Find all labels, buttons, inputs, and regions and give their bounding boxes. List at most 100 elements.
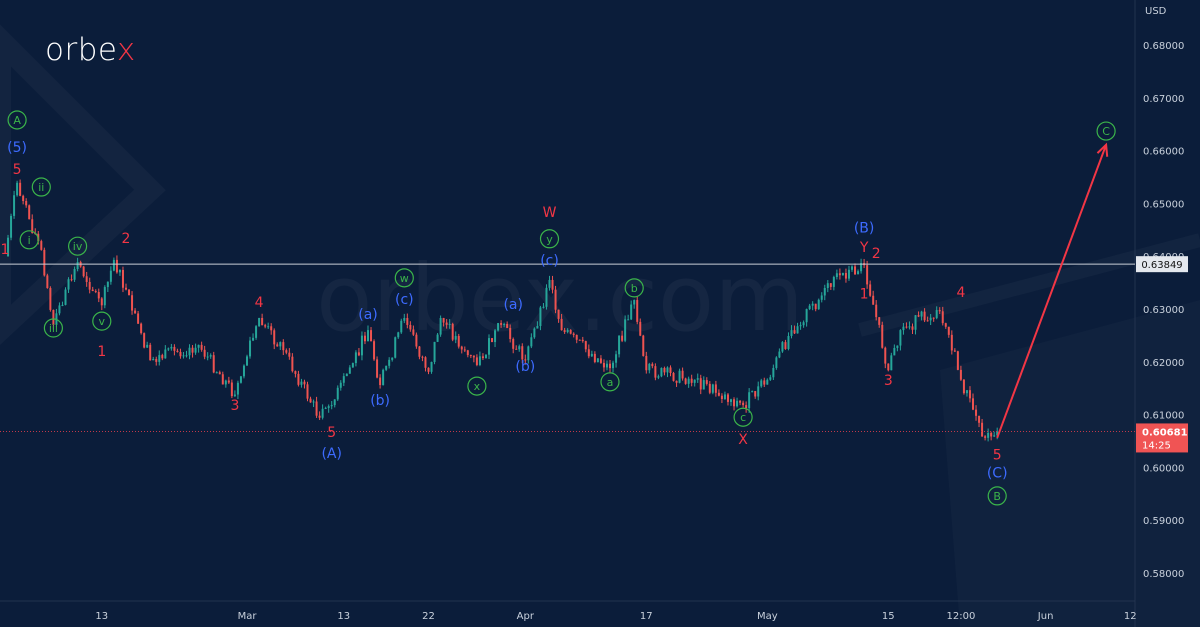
candle-body (388, 359, 391, 366)
candle-body (717, 392, 720, 396)
candle-body (950, 334, 953, 351)
candle-body (103, 287, 106, 306)
candle-body (134, 310, 137, 314)
wave-label: 1 (97, 344, 106, 360)
candle-body (31, 219, 34, 234)
currency-label: USD (1145, 6, 1167, 17)
candle-body (143, 333, 146, 348)
candle-body (699, 378, 702, 390)
candle-body (43, 249, 46, 276)
wave-label-circle (394, 268, 414, 288)
candle-body (297, 373, 300, 385)
candle-body (536, 326, 539, 329)
candle-body (454, 335, 457, 340)
candle-body (938, 310, 941, 312)
wave-label: A (13, 114, 21, 127)
candle-body (406, 317, 409, 325)
candle-body (149, 344, 152, 361)
candle-body (484, 354, 487, 359)
wave-label: (b) (515, 359, 535, 375)
candle-body (424, 357, 427, 368)
candle-body (841, 272, 844, 276)
candle-body (648, 363, 651, 371)
candle-body (306, 384, 309, 399)
candle-body (956, 351, 959, 370)
candle-body (787, 335, 790, 349)
wave-label: a (607, 376, 614, 389)
candle-body (860, 263, 863, 272)
level-price-tag (1136, 256, 1188, 273)
orbex-logo: orbex (45, 32, 136, 68)
candle-body (469, 355, 472, 357)
candle-body (345, 373, 348, 377)
candle-body (872, 295, 875, 305)
candle-body (146, 344, 149, 348)
candle-body (838, 273, 841, 276)
x-tick-label: May (757, 611, 778, 622)
last-price-label: 0.60681 (1142, 427, 1188, 438)
wave-label-circle (92, 311, 112, 331)
candle-body (581, 339, 584, 342)
candle-body (941, 311, 944, 324)
candle-body (512, 338, 515, 349)
candle-body (972, 398, 974, 410)
wave-label: 5 (327, 425, 336, 441)
candle-body (194, 347, 197, 353)
wave-label: C (1102, 125, 1110, 138)
candle-body (533, 328, 536, 338)
candle-body (137, 313, 140, 324)
candle-body (49, 288, 52, 310)
candle-body (403, 317, 406, 321)
candle-body (905, 326, 908, 328)
candle-body (249, 340, 252, 357)
candle-body (739, 400, 742, 403)
wave-label: 3 (884, 373, 893, 389)
candle-body (218, 372, 221, 375)
candle-body (587, 349, 590, 357)
level-price-label: 0.63849 (1141, 260, 1182, 271)
wave-label-circle (7, 110, 27, 130)
candle-body (968, 390, 971, 399)
candle-body (657, 376, 660, 378)
candle-body (575, 334, 578, 340)
candle-body (881, 324, 884, 348)
candle-body (911, 326, 914, 330)
candle-body (826, 283, 829, 288)
wave-label-circle (539, 229, 560, 249)
candle-body (294, 371, 297, 374)
candle-body (106, 281, 109, 288)
candle-body (494, 330, 497, 343)
candle-body (844, 272, 847, 279)
candle-body (167, 348, 170, 350)
candle-body (690, 378, 693, 383)
candle-body (481, 356, 484, 359)
y-tick-label: 0.67000 (1143, 94, 1184, 105)
candle-body (239, 376, 242, 383)
candle-body (896, 345, 899, 348)
wave-label: (c) (540, 253, 559, 269)
candle-body (563, 330, 566, 333)
candle-body (675, 380, 678, 383)
wave-label-circle (624, 278, 644, 298)
candle-body (705, 380, 708, 384)
candle-body (711, 384, 714, 393)
candle-body (935, 310, 938, 319)
candle-body (527, 346, 530, 361)
candle-body (421, 356, 424, 358)
candle-body (811, 303, 814, 306)
candle-body (923, 311, 926, 321)
candle-body (10, 215, 13, 238)
x-axis[interactable]: 13 Mar 13 22 Apr 17 May 15 12:00 Jun 12 (95, 611, 1136, 622)
candle-body (233, 394, 236, 397)
candle-body (605, 363, 608, 368)
candle-body (61, 304, 64, 306)
candle-body (793, 330, 796, 334)
candle-body (170, 346, 173, 349)
x-tick-label: Apr (517, 611, 535, 622)
wave-label-circle (733, 407, 753, 427)
wave-label: 2 (122, 231, 131, 247)
wave-label: i (28, 234, 31, 247)
candle-body (751, 391, 754, 393)
candle-body (506, 323, 509, 328)
